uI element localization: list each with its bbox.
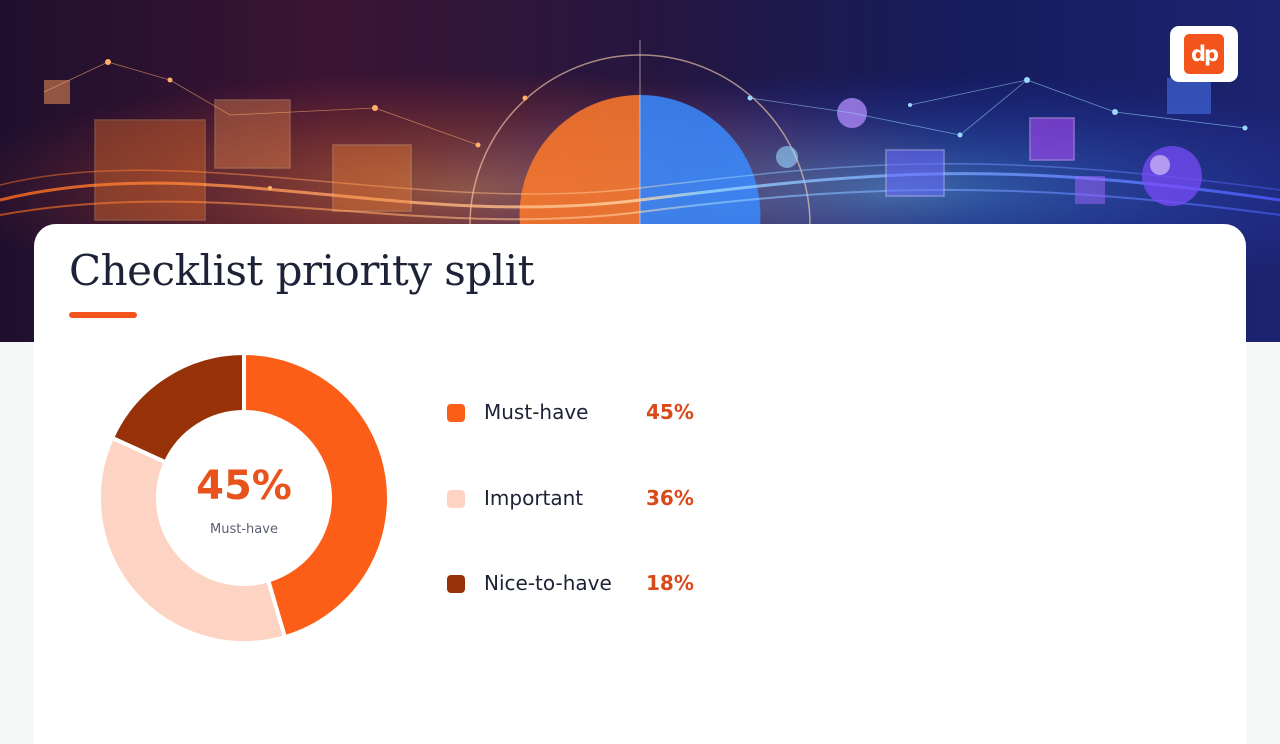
donut-slice-important	[97, 435, 288, 645]
legend-swatch-important	[447, 490, 465, 508]
brand-logo-mark: dp	[1184, 34, 1224, 74]
legend-swatch-nice-to-have	[447, 575, 465, 593]
legend-value: 36%	[646, 486, 694, 510]
legend-label: Must-have	[484, 400, 589, 424]
donut-chart	[97, 350, 391, 645]
brand-logo: dp	[1170, 26, 1238, 82]
legend-swatch-must-have	[447, 404, 465, 422]
legend-label: Nice-to-have	[484, 571, 612, 595]
legend-value: 45%	[646, 400, 694, 424]
title-underline	[69, 312, 137, 318]
page-title: Checklist priority split	[69, 246, 535, 295]
legend-value: 18%	[646, 571, 694, 595]
donut-slice-nice-to-have	[109, 350, 246, 465]
content-card: Checklist priority split 45% Must-have M…	[34, 224, 1246, 744]
legend-label: Important	[484, 486, 584, 510]
donut-center-value: 45%	[196, 463, 292, 509]
donut-slice-must-have	[242, 350, 391, 640]
donut-center-label: Must-have	[210, 522, 278, 537]
